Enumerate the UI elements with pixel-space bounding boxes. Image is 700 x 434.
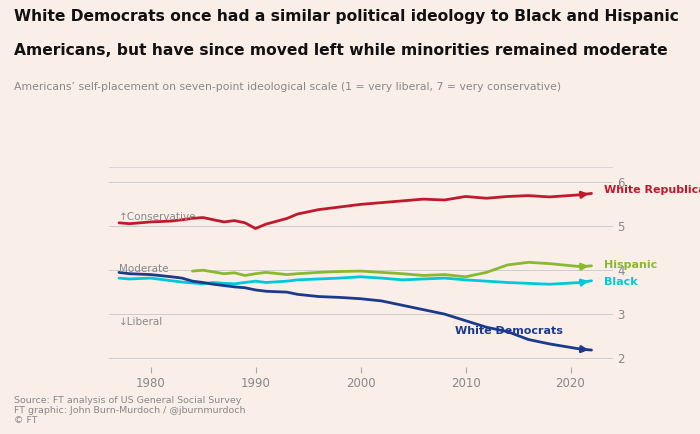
Text: ↓Liberal: ↓Liberal [119, 317, 163, 327]
Text: Americans, but have since moved left while minorities remained moderate: Americans, but have since moved left whi… [14, 43, 668, 59]
Text: Americans’ self-placement on seven-point ideological scale (1 = very liberal, 7 : Americans’ self-placement on seven-point… [14, 82, 561, 92]
Text: Hispanic: Hispanic [604, 260, 657, 270]
Text: Moderate: Moderate [119, 264, 169, 274]
Text: White Democrats once had a similar political ideology to Black and Hispanic: White Democrats once had a similar polit… [14, 9, 679, 24]
Text: White Republicans: White Republicans [604, 185, 700, 195]
Text: Black: Black [604, 277, 638, 287]
Text: White Democrats: White Democrats [455, 326, 563, 336]
Text: ↑Conservative: ↑Conservative [119, 212, 197, 222]
Text: Source: FT analysis of US General Social Survey
FT graphic: John Burn-Murdoch / : Source: FT analysis of US General Social… [14, 395, 246, 425]
